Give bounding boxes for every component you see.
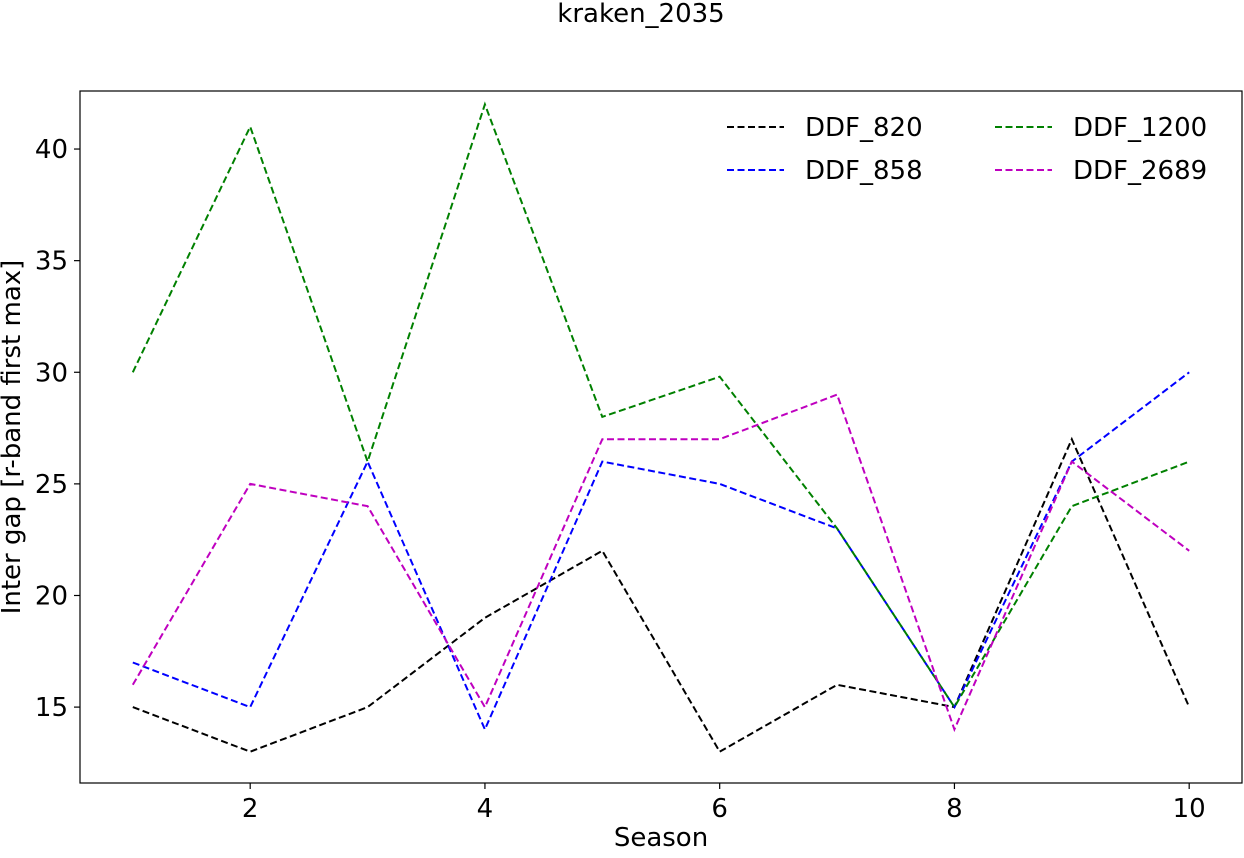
legend: DDF_820 DDF_858 DDF_1200 DDF_2689 <box>727 113 1207 186</box>
legend-label-ddf-858: DDF_858 <box>805 156 923 186</box>
y-axis-label: Inter gap [r-band first max] <box>0 260 27 615</box>
y-tick-label: 35 <box>35 247 68 277</box>
y-tick-label: 25 <box>35 470 68 500</box>
x-axis-label: Season <box>614 823 708 853</box>
x-tick-label: 6 <box>711 794 728 824</box>
x-tick-label: 8 <box>946 794 963 824</box>
x-tick-label: 10 <box>1173 794 1206 824</box>
series-line-ddf-820 <box>132 436 1191 754</box>
series-line-ddf-2689 <box>131 393 1190 733</box>
legend-label-ddf-1200: DDF_1200 <box>1073 113 1207 143</box>
y-tick-label: 15 <box>35 693 68 723</box>
series-line-ddf-858 <box>132 371 1190 732</box>
x-axis-ticks: 2 4 6 8 10 <box>242 783 1206 824</box>
y-tick-label: 30 <box>35 358 68 388</box>
y-axis-ticks: 15 20 25 30 35 40 <box>35 135 80 723</box>
legend-label-ddf-820: DDF_820 <box>805 113 923 143</box>
x-tick-label: 2 <box>242 794 259 824</box>
series-line-ddf-1200 <box>131 101 1190 709</box>
plot-frame <box>79 90 1243 784</box>
y-tick-label: 20 <box>35 581 68 611</box>
plot-lines <box>131 101 1191 754</box>
chart-title: kraken_2035 <box>557 0 724 29</box>
y-tick-label: 40 <box>35 135 68 165</box>
legend-label-ddf-2689: DDF_2689 <box>1073 156 1207 186</box>
x-tick-label: 4 <box>477 794 494 824</box>
